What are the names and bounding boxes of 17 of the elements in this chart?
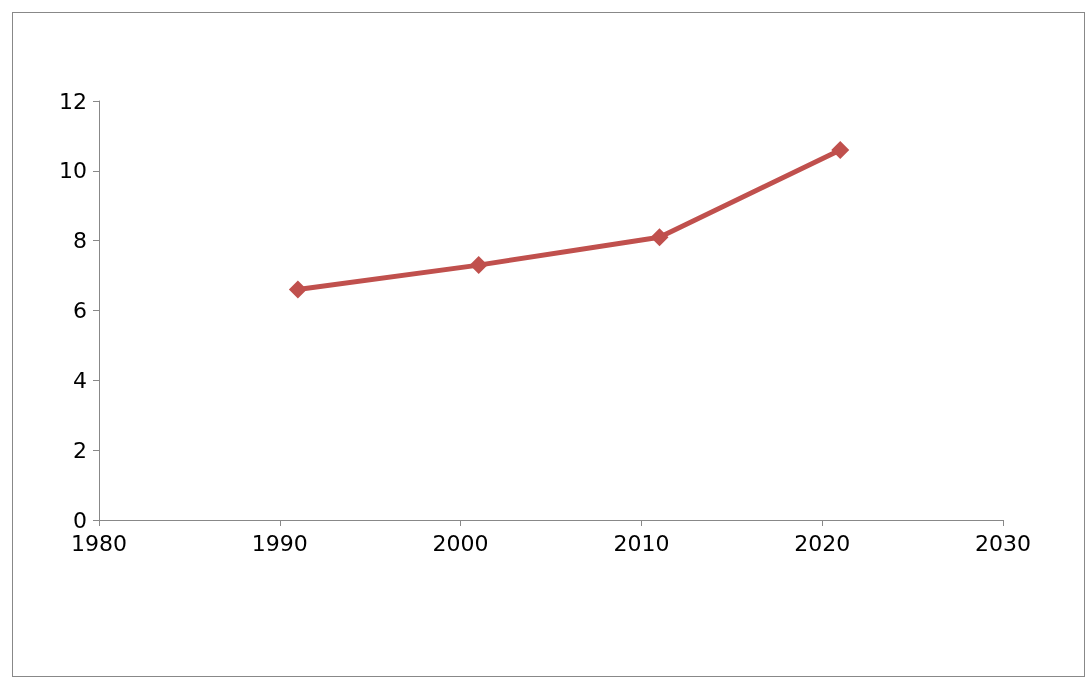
- x-tick-label: 2020: [794, 530, 851, 556]
- x-tick-label: 2030: [975, 530, 1031, 556]
- y-tick-label: 8: [73, 228, 87, 254]
- point: [288, 280, 307, 299]
- y-tick-label: 10: [59, 158, 87, 184]
- point: [469, 256, 488, 275]
- y-tick-label: 4: [73, 367, 87, 393]
- y-tick-label: 12: [59, 88, 87, 114]
- x-tick-label: 2010: [613, 530, 670, 556]
- point: [831, 140, 850, 159]
- y-tick-label: 6: [73, 298, 87, 323]
- x-tick-label: 1990: [251, 530, 308, 556]
- y-tick-label: 0: [73, 507, 87, 533]
- point: [650, 228, 669, 247]
- x-tick-label: 1980: [71, 530, 127, 556]
- x-tick-label: 2000: [432, 530, 489, 556]
- y-tick-label: 2: [73, 437, 87, 463]
